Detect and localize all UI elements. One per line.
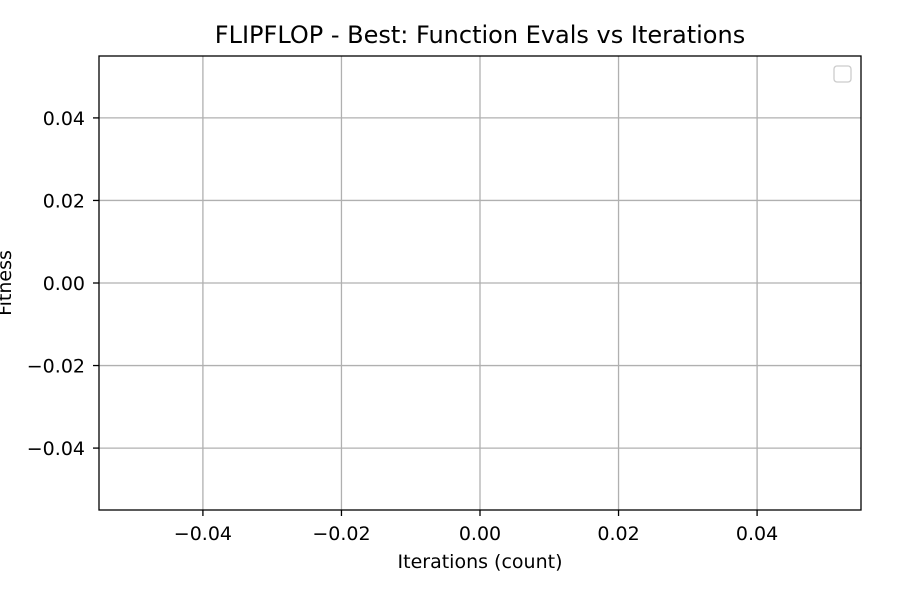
x-tick-label: 0.02 — [597, 523, 639, 545]
x-tick-label: 0.04 — [736, 523, 778, 545]
y-tick-label: 0.04 — [43, 108, 85, 130]
legend — [833, 65, 852, 83]
plot-area — [98, 55, 862, 511]
y-tick-label: −0.04 — [27, 438, 85, 460]
x-tick-label: −0.04 — [174, 523, 232, 545]
grid — [99, 56, 861, 510]
x-axis: −0.04 −0.02 0.00 0.02 0.04 — [174, 510, 778, 545]
y-tick-label: −0.02 — [27, 356, 85, 378]
y-tick-label: 0.02 — [43, 190, 85, 212]
x-tick-label: 0.00 — [459, 523, 501, 545]
y-axis: −0.04 −0.02 0.00 0.02 0.04 — [27, 108, 99, 460]
x-tick-label: −0.02 — [312, 523, 370, 545]
y-axis-label: Fitness — [0, 250, 16, 316]
legend-box — [833, 65, 852, 83]
y-tick-label: 0.00 — [43, 273, 85, 295]
chart-title: FLIPFLOP - Best: Function Evals vs Itera… — [215, 21, 745, 49]
x-axis-label: Iterations (count) — [398, 551, 563, 573]
